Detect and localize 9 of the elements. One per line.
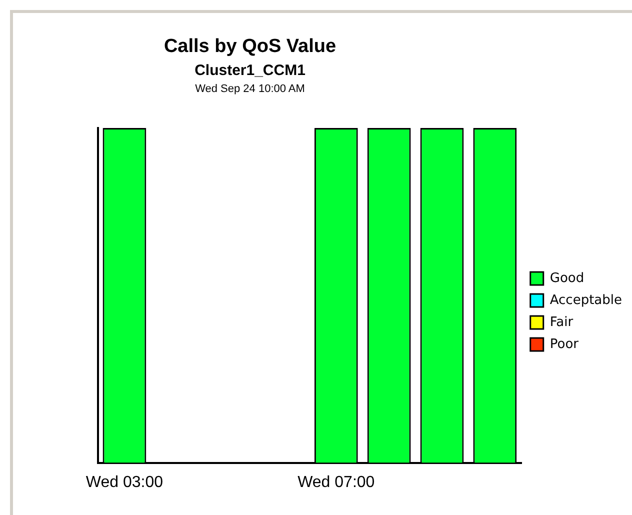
legend-label: Poor (550, 336, 580, 352)
legend-label: Good (550, 270, 584, 286)
x-tick-label: Wed 03:00 (86, 474, 164, 491)
chart-subtitle: Cluster1_CCM1 (194, 62, 306, 79)
x-tick-label: Wed 07:00 (298, 474, 375, 491)
text: Wed Sep 24 10:00 AM (194, 83, 306, 95)
chart-title: Calls by QoS Value (162, 36, 338, 58)
legend-label: Acceptable (550, 292, 622, 308)
legend-label: Fair (550, 314, 574, 330)
